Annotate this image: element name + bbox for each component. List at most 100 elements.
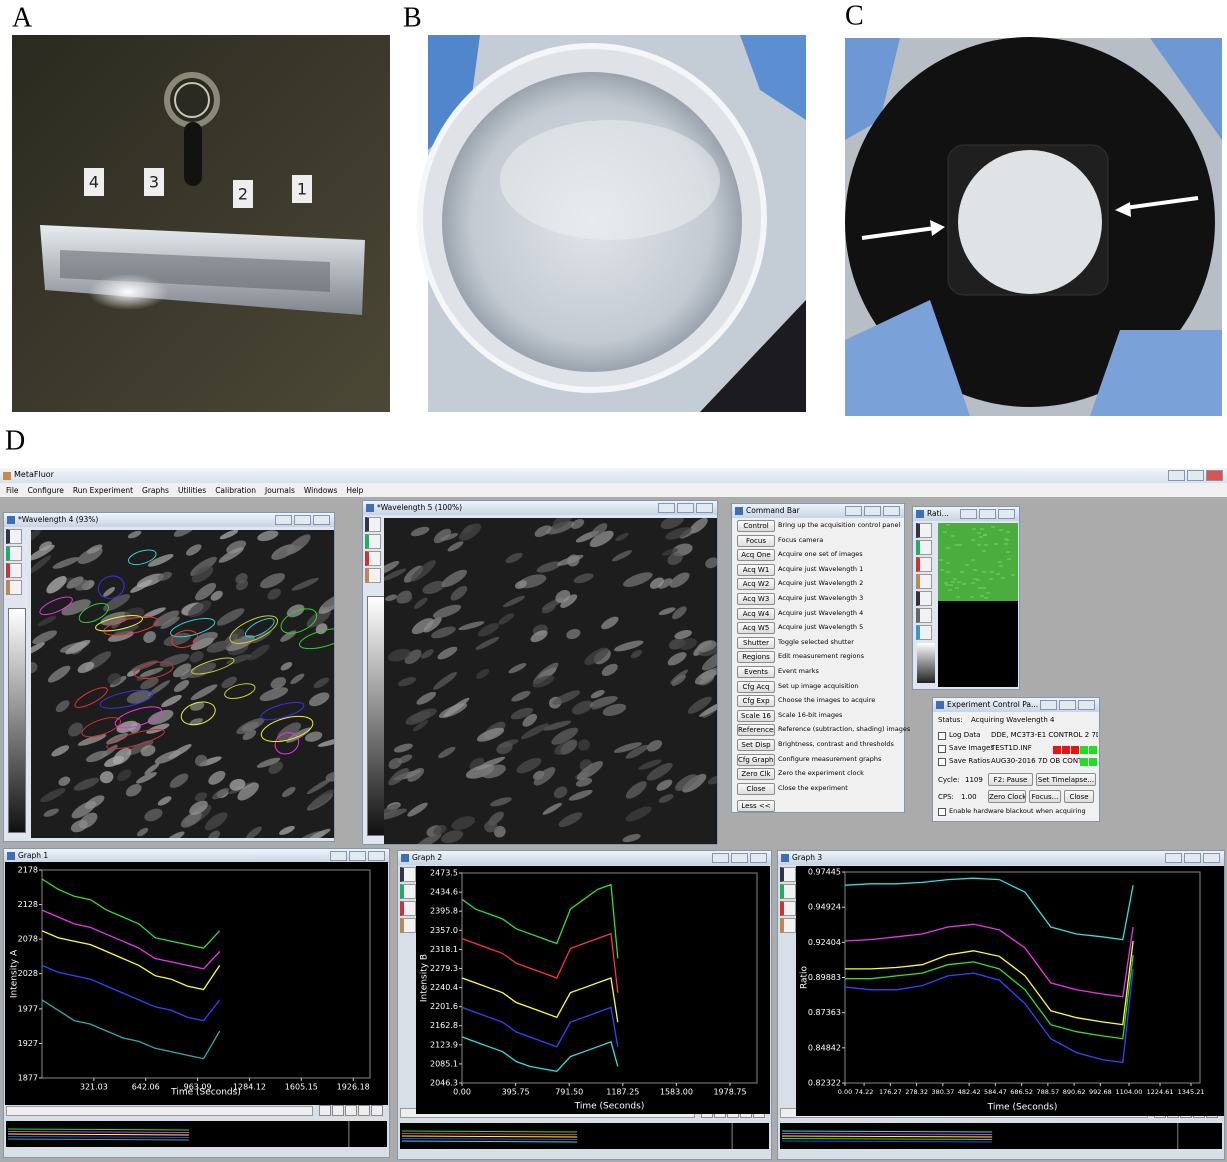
menu-item[interactable]: Configure [28, 486, 64, 495]
cell [448, 583, 469, 603]
window-button[interactable] [313, 515, 330, 525]
command-button[interactable]: Acq W2 [737, 578, 775, 590]
tool-icon[interactable] [6, 529, 22, 544]
timelapse-button[interactable]: Set Timelapse... [1036, 773, 1096, 786]
window-button[interactable] [1203, 853, 1220, 863]
window-button[interactable] [1184, 853, 1201, 863]
zoom-button[interactable] [332, 1105, 344, 1116]
command-button[interactable]: Cfg Exp [737, 695, 775, 707]
zoom-button[interactable] [319, 1105, 331, 1116]
window-button[interactable] [845, 506, 862, 516]
command-button[interactable]: Close [737, 783, 775, 795]
tool-icon[interactable] [780, 901, 796, 916]
command-button[interactable]: Cfg Acq [737, 681, 775, 693]
window-button[interactable] [960, 509, 977, 519]
zero-clock-button[interactable]: Zero Clock [988, 790, 1026, 803]
menu-item[interactable]: File [6, 486, 19, 495]
tool-icon[interactable] [6, 546, 22, 561]
checkbox[interactable] [938, 808, 946, 816]
focus-button[interactable]: Focus... [1029, 790, 1061, 803]
command-button[interactable]: Acq W3 [737, 593, 775, 605]
tool-icon[interactable] [365, 517, 381, 532]
menu-item[interactable]: Calibration [215, 486, 256, 495]
intensity-slider[interactable] [367, 596, 385, 836]
tool-icon[interactable] [400, 884, 416, 899]
tool-icon[interactable] [365, 568, 381, 583]
zoom-button[interactable] [371, 1105, 383, 1116]
y-axis-label: Intensity B [420, 954, 430, 1002]
tool-icon[interactable] [916, 625, 932, 640]
command-button[interactable]: Focus [737, 535, 775, 547]
window-button[interactable] [750, 853, 767, 863]
window-button[interactable] [368, 851, 385, 861]
command-button[interactable]: Control [737, 520, 775, 532]
ratio-texture [1006, 551, 1010, 553]
command-button[interactable]: References [737, 724, 775, 736]
tool-icon[interactable] [6, 580, 22, 595]
tool-icon[interactable] [400, 867, 416, 882]
app-window-button[interactable] [1187, 470, 1204, 481]
command-button[interactable]: Regions [737, 651, 775, 663]
tool-icon[interactable] [400, 918, 416, 933]
menu-item[interactable]: Utilities [178, 486, 206, 495]
tool-icon[interactable] [780, 918, 796, 933]
tool-icon[interactable] [400, 901, 416, 916]
menu-item[interactable]: Graphs [142, 486, 169, 495]
command-button[interactable]: Acq W1 [737, 564, 775, 576]
pause-button[interactable]: F2: Pause [988, 773, 1033, 786]
window-button[interactable] [349, 851, 366, 861]
zoom-button[interactable] [345, 1105, 357, 1116]
command-button[interactable]: Shutter [737, 637, 775, 649]
window-button[interactable] [731, 853, 748, 863]
tool-icon[interactable] [780, 884, 796, 899]
app-window-button[interactable] [1206, 470, 1223, 481]
window-button[interactable] [864, 506, 881, 516]
less-button[interactable]: Less << [737, 800, 775, 812]
tool-icon[interactable] [916, 608, 932, 623]
menu-item[interactable]: Journals [265, 486, 295, 495]
window-button[interactable] [696, 503, 713, 513]
window-button[interactable] [1040, 700, 1057, 710]
window-button[interactable] [998, 509, 1015, 519]
tool-icon[interactable] [6, 563, 22, 578]
menu-item[interactable]: Run Experiment [73, 486, 133, 495]
scrollbar[interactable] [6, 1106, 313, 1116]
command-button[interactable]: Events [737, 666, 775, 678]
window-button[interactable] [883, 506, 900, 516]
command-button[interactable]: Acq One [737, 549, 775, 561]
menu-item[interactable]: Help [346, 486, 363, 495]
tool-icon[interactable] [916, 574, 932, 589]
intensity-slider[interactable] [8, 608, 26, 833]
window-button[interactable] [677, 503, 694, 513]
window-button[interactable] [330, 851, 347, 861]
tool-icon[interactable] [365, 534, 381, 549]
tool-icon[interactable] [916, 557, 932, 572]
window-button[interactable] [1078, 700, 1095, 710]
tool-icon[interactable] [365, 551, 381, 566]
command-button[interactable]: Acq W5 [737, 622, 775, 634]
tool-icon[interactable] [780, 867, 796, 882]
tool-icon[interactable] [916, 523, 932, 538]
window-button[interactable] [658, 503, 675, 513]
checkbox[interactable] [938, 732, 946, 740]
command-button[interactable]: Scale 16 [737, 710, 775, 722]
menu-item[interactable]: Windows [304, 486, 337, 495]
window-button[interactable] [712, 853, 729, 863]
command-button[interactable]: Set Disp [737, 739, 775, 751]
window-button[interactable] [294, 515, 311, 525]
graph-plot: 0.974450.949240.924040.898830.873630.848… [796, 866, 1224, 1116]
checkbox[interactable] [938, 758, 946, 766]
window-button[interactable] [1059, 700, 1076, 710]
app-window-button[interactable] [1168, 470, 1185, 481]
tool-icon[interactable] [916, 591, 932, 606]
close-button[interactable]: Close [1064, 790, 1094, 803]
checkbox[interactable] [938, 745, 946, 753]
window-button[interactable] [979, 509, 996, 519]
command-button[interactable]: Cfg Graphs [737, 754, 775, 766]
zoom-button[interactable] [358, 1105, 370, 1116]
command-button[interactable]: Acq W4 [737, 608, 775, 620]
window-button[interactable] [275, 515, 292, 525]
tool-icon[interactable] [916, 540, 932, 555]
window-button[interactable] [1165, 853, 1182, 863]
command-button[interactable]: Zero Clk [737, 768, 775, 780]
